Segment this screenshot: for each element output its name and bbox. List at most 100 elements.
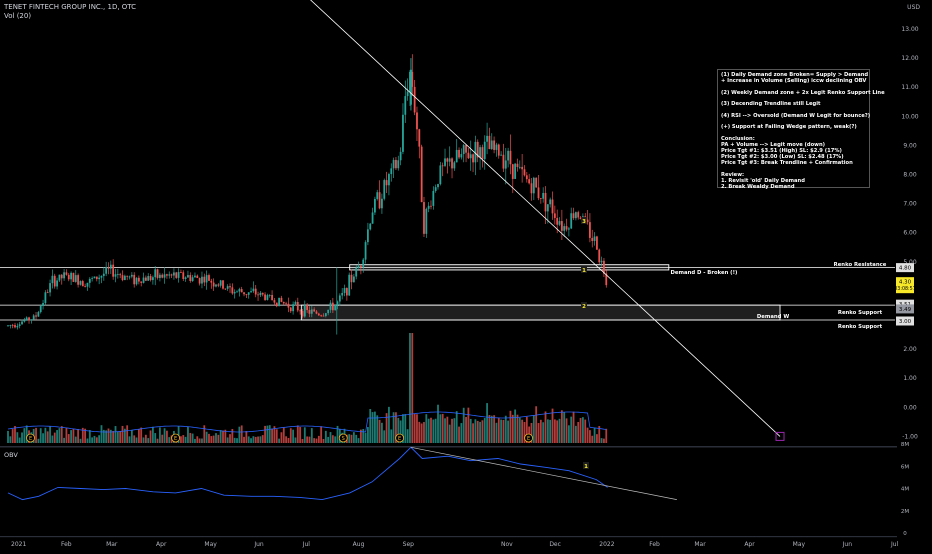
candle[interactable] <box>159 274 161 278</box>
candle[interactable] <box>266 295 269 300</box>
candle[interactable] <box>81 281 84 287</box>
candle[interactable] <box>574 212 577 219</box>
candle[interactable] <box>100 275 103 278</box>
candle[interactable] <box>7 325 9 327</box>
candle[interactable] <box>514 163 517 179</box>
candle[interactable] <box>425 208 428 234</box>
candle[interactable] <box>121 275 124 281</box>
candle[interactable] <box>392 159 395 169</box>
candle[interactable] <box>46 292 49 294</box>
candle[interactable] <box>586 219 589 223</box>
candle[interactable] <box>86 282 89 287</box>
candle[interactable] <box>406 91 409 97</box>
candle[interactable] <box>184 277 187 279</box>
candle[interactable] <box>451 158 453 169</box>
candle[interactable] <box>105 267 108 274</box>
candle[interactable] <box>430 205 432 207</box>
candle[interactable] <box>521 166 524 170</box>
event-marker[interactable] <box>338 433 348 443</box>
candle[interactable] <box>51 275 54 284</box>
candle[interactable] <box>476 141 479 158</box>
candle[interactable] <box>479 147 481 158</box>
candle[interactable] <box>168 274 171 276</box>
candle[interactable] <box>296 302 299 311</box>
candle[interactable] <box>135 277 138 285</box>
candle[interactable] <box>453 162 456 169</box>
candle[interactable] <box>366 229 369 243</box>
candle[interactable] <box>119 274 122 276</box>
candle[interactable] <box>16 325 19 328</box>
candle[interactable] <box>605 273 608 286</box>
candle[interactable] <box>194 275 196 278</box>
candle[interactable] <box>215 284 217 287</box>
candle[interactable] <box>25 317 28 321</box>
candle[interactable] <box>278 297 280 307</box>
candle[interactable] <box>79 281 82 285</box>
candle[interactable] <box>525 175 528 180</box>
candle[interactable] <box>516 163 519 167</box>
volume-legend[interactable]: Vol (20) <box>4 12 32 20</box>
candle[interactable] <box>236 291 238 293</box>
candle[interactable] <box>567 228 570 230</box>
candle[interactable] <box>322 315 325 317</box>
candle[interactable] <box>37 312 40 317</box>
candle[interactable] <box>352 276 355 283</box>
candle[interactable] <box>350 274 353 283</box>
candle[interactable] <box>411 71 414 87</box>
candle[interactable] <box>324 313 327 317</box>
candle[interactable] <box>570 213 573 229</box>
candle[interactable] <box>432 190 435 206</box>
candle[interactable] <box>144 277 147 281</box>
candle[interactable] <box>149 276 152 281</box>
candle[interactable] <box>107 267 110 269</box>
demand-zone[interactable] <box>300 304 781 321</box>
candle[interactable] <box>596 236 598 250</box>
candle[interactable] <box>439 165 442 185</box>
candle[interactable] <box>539 198 542 199</box>
candle[interactable] <box>154 269 157 278</box>
candle[interactable] <box>156 269 159 278</box>
candle[interactable] <box>338 295 341 302</box>
candle[interactable] <box>395 159 397 169</box>
candle[interactable] <box>56 280 58 287</box>
candle[interactable] <box>240 289 243 293</box>
candle[interactable] <box>285 303 288 305</box>
candle[interactable] <box>462 145 465 155</box>
candle[interactable] <box>180 272 182 273</box>
candle[interactable] <box>226 286 229 289</box>
candle[interactable] <box>65 272 68 275</box>
candle[interactable] <box>95 276 98 280</box>
candle[interactable] <box>343 288 346 293</box>
candle[interactable] <box>98 277 101 280</box>
candle[interactable] <box>563 226 566 231</box>
candle[interactable] <box>530 183 533 194</box>
candle[interactable] <box>369 223 372 230</box>
candle[interactable] <box>245 294 248 296</box>
candle[interactable] <box>390 168 393 175</box>
candle[interactable] <box>376 192 379 199</box>
candle[interactable] <box>166 274 168 276</box>
candle[interactable] <box>212 282 215 287</box>
event-marker[interactable] <box>524 433 533 443</box>
future-marker[interactable] <box>775 431 785 441</box>
candle[interactable] <box>402 114 404 152</box>
candle[interactable] <box>133 274 136 285</box>
candle[interactable] <box>500 154 503 156</box>
candle[interactable] <box>275 302 278 307</box>
event-marker[interactable] <box>395 433 405 443</box>
candle[interactable] <box>161 274 164 278</box>
candle[interactable] <box>84 286 87 288</box>
candle[interactable] <box>348 274 351 296</box>
event-marker[interactable] <box>171 433 181 443</box>
candle[interactable] <box>345 288 348 296</box>
candle[interactable] <box>416 112 418 130</box>
candle[interactable] <box>175 272 178 278</box>
candle[interactable] <box>77 275 80 285</box>
candle[interactable] <box>313 309 316 312</box>
candle[interactable] <box>381 198 383 209</box>
candle[interactable] <box>378 192 381 209</box>
candle[interactable] <box>362 259 365 268</box>
candle[interactable] <box>579 217 582 220</box>
candle[interactable] <box>418 129 421 147</box>
candle[interactable] <box>23 320 26 322</box>
